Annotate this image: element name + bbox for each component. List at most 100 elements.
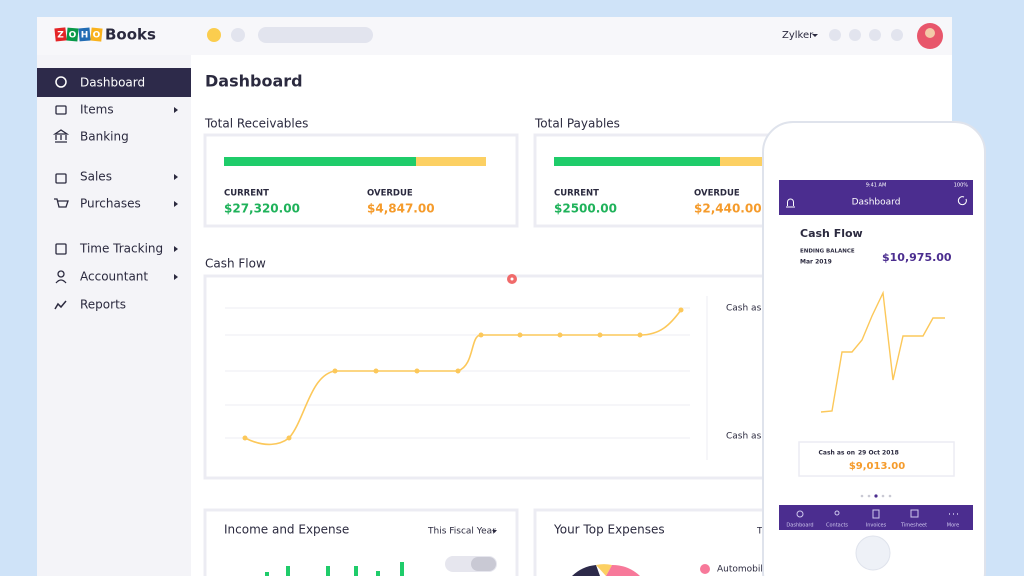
nav-arrow bbox=[174, 107, 178, 113]
period-dropdown[interactable]: T bbox=[756, 527, 763, 537]
current-bar bbox=[554, 157, 720, 166]
phone-card-title: Cash Flow bbox=[800, 227, 863, 240]
nav-label: Dashboard bbox=[80, 76, 145, 90]
status-time: 9:41 AM bbox=[866, 183, 887, 189]
sidebar-active bbox=[37, 68, 191, 97]
overdue-bar bbox=[416, 157, 486, 166]
point bbox=[637, 332, 643, 338]
card bbox=[203, 133, 519, 228]
icon-button[interactable] bbox=[869, 29, 881, 41]
status-dot[interactable] bbox=[207, 28, 221, 42]
nav-arrow bbox=[174, 274, 178, 280]
bar bbox=[376, 571, 380, 576]
toggle-knob bbox=[471, 557, 496, 571]
nav-item[interactable]: Time Tracking bbox=[55, 242, 178, 256]
current-label: CURRENT bbox=[554, 189, 599, 199]
point bbox=[678, 307, 684, 313]
pie-slice bbox=[606, 564, 640, 576]
nav-label: Reports bbox=[80, 298, 126, 312]
nav-icon bbox=[55, 105, 67, 115]
tab[interactable]: Invoices bbox=[866, 509, 887, 529]
org-switcher[interactable]: Zylker bbox=[782, 30, 814, 41]
point bbox=[242, 435, 248, 441]
tab[interactable]: Timesheet bbox=[900, 509, 927, 529]
point bbox=[557, 332, 563, 338]
nav-item[interactable]: Reports bbox=[54, 298, 126, 312]
cash-as-on-date: 29 Oct 2018 bbox=[858, 450, 899, 457]
status-dot[interactable] bbox=[231, 28, 245, 42]
card-title: Total Receivables bbox=[204, 117, 308, 131]
tab-label: Contacts bbox=[826, 523, 848, 529]
search-bar[interactable] bbox=[258, 27, 373, 43]
logo-letter: H bbox=[81, 31, 89, 41]
icon-button[interactable] bbox=[849, 29, 861, 41]
point bbox=[597, 332, 603, 338]
tab[interactable]: Contacts bbox=[826, 510, 848, 529]
nav-arrow bbox=[174, 174, 178, 180]
home-button[interactable] bbox=[855, 535, 891, 571]
logo-tile bbox=[66, 27, 79, 42]
dot bbox=[888, 494, 892, 498]
overdue-bar bbox=[720, 157, 780, 166]
card-title: Your Top Expenses bbox=[553, 523, 665, 537]
dot bbox=[860, 494, 864, 498]
tab[interactable]: More bbox=[947, 513, 959, 529]
pager-dots bbox=[860, 494, 892, 498]
dot bbox=[874, 494, 878, 498]
icon-button[interactable] bbox=[891, 29, 903, 41]
nav-label: Purchases bbox=[80, 197, 141, 211]
product-name: Books bbox=[105, 26, 156, 44]
overdue-amount: $4,847.00 bbox=[367, 202, 435, 216]
point bbox=[373, 368, 379, 374]
dropdown-caret bbox=[492, 530, 497, 533]
dot bbox=[881, 494, 885, 498]
logo[interactable]: Z O H O Books bbox=[54, 26, 156, 44]
current-label: CURRENT bbox=[224, 189, 269, 199]
top-bar bbox=[37, 17, 952, 55]
ending-balance-label: ENDING BALANCE bbox=[800, 249, 855, 255]
logo-tile bbox=[90, 27, 103, 42]
nav-item[interactable]: Items bbox=[55, 103, 178, 117]
nav-label: Sales bbox=[80, 170, 112, 184]
bar bbox=[265, 572, 269, 576]
nav-label: Items bbox=[80, 103, 114, 117]
current-bar bbox=[224, 157, 416, 166]
bar bbox=[400, 562, 404, 576]
nav-item[interactable]: Purchases bbox=[54, 197, 178, 211]
dot bbox=[867, 494, 871, 498]
nav-label: Banking bbox=[80, 130, 129, 144]
income-bars bbox=[265, 562, 404, 576]
nav-item[interactable]: Dashboard bbox=[55, 76, 145, 90]
phone-card bbox=[798, 441, 955, 477]
point bbox=[286, 435, 292, 441]
card-title: Total Payables bbox=[534, 117, 620, 131]
refresh-icon[interactable] bbox=[957, 196, 967, 206]
dropdown-caret bbox=[812, 34, 818, 37]
current-amount: $2500.00 bbox=[554, 202, 617, 216]
current-amount: $27,320.00 bbox=[224, 202, 300, 216]
period-dropdown[interactable]: This Fiscal Year bbox=[427, 527, 496, 537]
nav-item[interactable]: Banking bbox=[52, 129, 129, 144]
tab[interactable]: Dashboard bbox=[786, 510, 814, 529]
overdue-label: OVERDUE bbox=[694, 189, 740, 199]
tab-icon bbox=[872, 509, 880, 519]
nav-icon bbox=[54, 198, 69, 208]
nav-item[interactable]: Accountant bbox=[55, 270, 178, 284]
legend-label: Automobile bbox=[717, 565, 769, 575]
bar bbox=[286, 566, 290, 576]
cash-as-on: $9,013.00 bbox=[849, 461, 905, 472]
cash-flow-points bbox=[242, 307, 684, 441]
bell-icon[interactable] bbox=[786, 198, 795, 208]
logo-letter: O bbox=[93, 31, 101, 41]
bar bbox=[354, 566, 358, 576]
status-battery: 100% bbox=[954, 183, 969, 189]
pie-slice bbox=[572, 565, 600, 576]
card-title: Income and Expense bbox=[224, 523, 349, 537]
icon-button[interactable] bbox=[829, 29, 841, 41]
nav-item[interactable]: Sales bbox=[55, 170, 178, 184]
point bbox=[517, 332, 523, 338]
tab-icon bbox=[796, 510, 804, 518]
card-title: Cash Flow bbox=[205, 257, 266, 271]
avatar-face bbox=[925, 28, 935, 38]
